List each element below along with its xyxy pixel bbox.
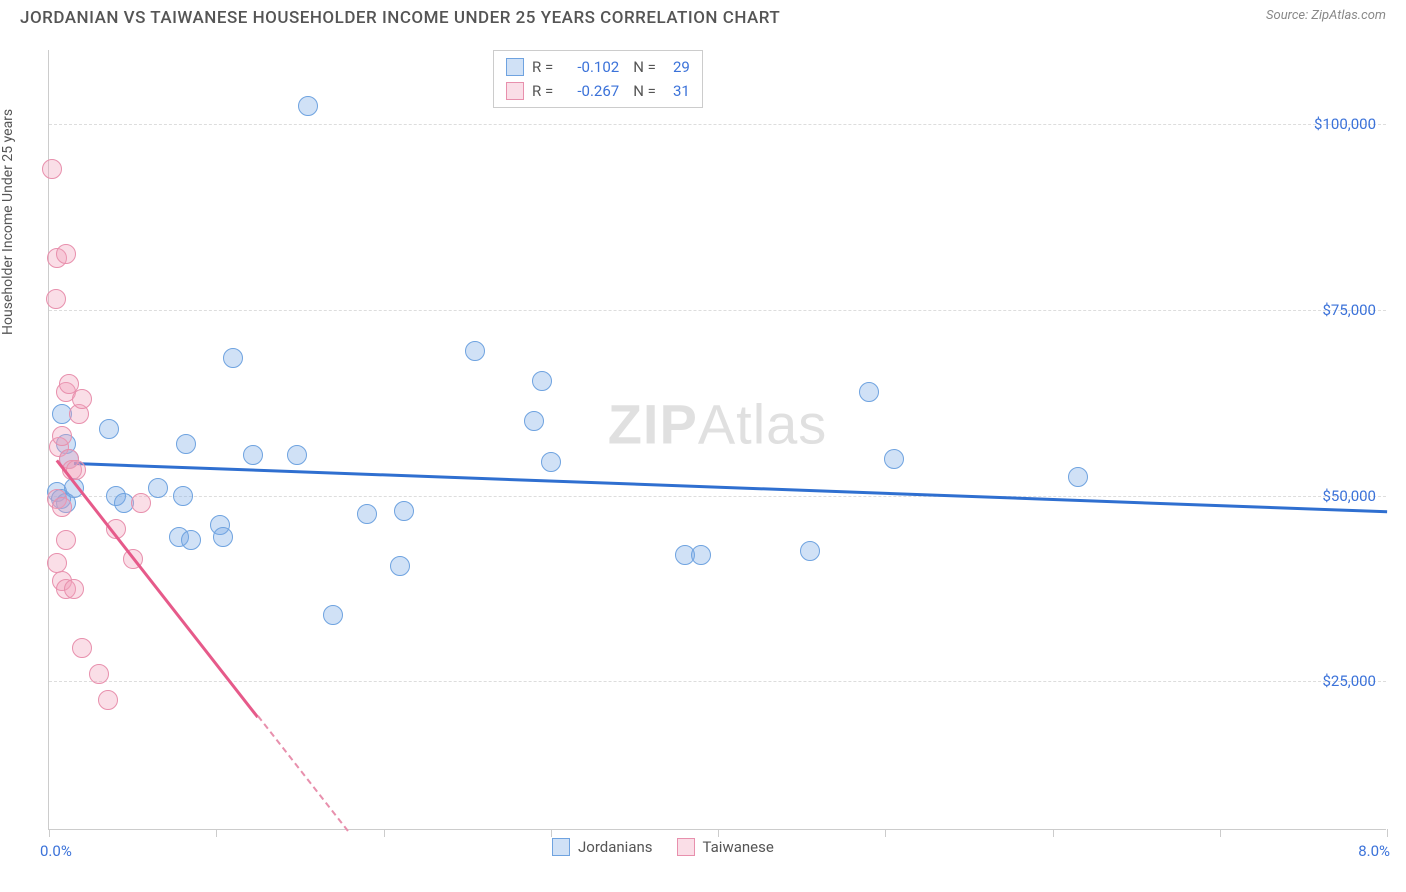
legend-swatch-icon <box>677 838 695 856</box>
legend-swatch-icon <box>552 838 570 856</box>
x-axis-max-label: 8.0% <box>1358 842 1390 860</box>
data-point <box>323 605 343 625</box>
legend-r-label: R = <box>532 82 553 100</box>
x-tick <box>216 829 217 837</box>
data-point <box>287 445 307 465</box>
gridline <box>49 681 1386 682</box>
legend-label: Jordanians <box>578 838 653 856</box>
data-point <box>64 579 84 599</box>
legend-r-value: -0.267 <box>559 82 619 100</box>
data-point <box>52 497 72 517</box>
legend-swatch-icon <box>506 58 524 76</box>
y-tick-label: $100,000 <box>1314 115 1376 133</box>
data-point <box>46 289 66 309</box>
data-point <box>357 504 377 524</box>
data-point <box>223 348 243 368</box>
data-point <box>176 434 196 454</box>
chart-title: JORDANIAN VS TAIWANESE HOUSEHOLDER INCOM… <box>20 8 780 28</box>
legend-n-value: 31 <box>666 82 690 100</box>
gridline <box>49 496 1386 497</box>
data-point <box>1068 467 1088 487</box>
data-point <box>72 389 92 409</box>
watermark: ZIPAtlas <box>608 391 828 456</box>
legend-n-value: 29 <box>666 58 690 76</box>
y-tick-label: $25,000 <box>1322 672 1376 690</box>
data-point <box>859 382 879 402</box>
legend-n-label: N = <box>633 82 656 100</box>
correlation-legend: R = -0.102 N = 29 R = -0.267 N = 31 <box>493 50 703 108</box>
x-tick <box>1387 829 1388 837</box>
legend-swatch-icon <box>506 82 524 100</box>
trend-line <box>74 462 1387 513</box>
x-tick <box>1053 829 1054 837</box>
data-point <box>42 159 62 179</box>
legend-item-jordanians: Jordanians <box>552 838 653 856</box>
data-point <box>213 527 233 547</box>
x-tick <box>551 829 552 837</box>
legend-n-label: N = <box>633 58 656 76</box>
data-point <box>52 426 72 446</box>
scatter-chart: R = -0.102 N = 29 R = -0.267 N = 31 ZIPA… <box>48 50 1386 830</box>
x-tick <box>49 829 50 837</box>
x-tick <box>1220 829 1221 837</box>
gridline <box>49 310 1386 311</box>
x-axis-min-label: 0.0% <box>40 842 72 860</box>
gridline <box>49 124 1386 125</box>
data-point <box>532 371 552 391</box>
data-point <box>72 638 92 658</box>
data-point <box>99 419 119 439</box>
legend-r-label: R = <box>532 58 553 76</box>
x-tick <box>384 829 385 837</box>
data-point <box>131 493 151 513</box>
legend-item-taiwanese: Taiwanese <box>677 838 774 856</box>
y-axis-title: Householder Income Under 25 years <box>0 109 16 335</box>
x-tick <box>885 829 886 837</box>
data-point <box>181 530 201 550</box>
source-label: Source: ZipAtlas.com <box>1266 8 1386 23</box>
legend-row-taiwanese: R = -0.267 N = 31 <box>506 79 690 103</box>
data-point <box>47 553 67 573</box>
legend-r-value: -0.102 <box>559 58 619 76</box>
data-point <box>884 449 904 469</box>
data-point <box>541 452 561 472</box>
x-tick <box>718 829 719 837</box>
y-tick-label: $75,000 <box>1322 301 1376 319</box>
data-point <box>148 478 168 498</box>
data-point <box>394 501 414 521</box>
data-point <box>465 341 485 361</box>
series-legend: Jordanians Taiwanese <box>548 838 778 856</box>
trend-line-dashed <box>257 716 348 832</box>
data-point <box>243 445 263 465</box>
data-point <box>298 96 318 116</box>
data-point <box>98 690 118 710</box>
data-point <box>390 556 410 576</box>
legend-row-jordanians: R = -0.102 N = 29 <box>506 55 690 79</box>
data-point <box>173 486 193 506</box>
data-point <box>56 530 76 550</box>
data-point <box>56 244 76 264</box>
legend-label: Taiwanese <box>703 838 774 856</box>
data-point <box>524 411 544 431</box>
data-point <box>800 541 820 561</box>
y-tick-label: $50,000 <box>1322 487 1376 505</box>
data-point <box>691 545 711 565</box>
data-point <box>89 664 109 684</box>
